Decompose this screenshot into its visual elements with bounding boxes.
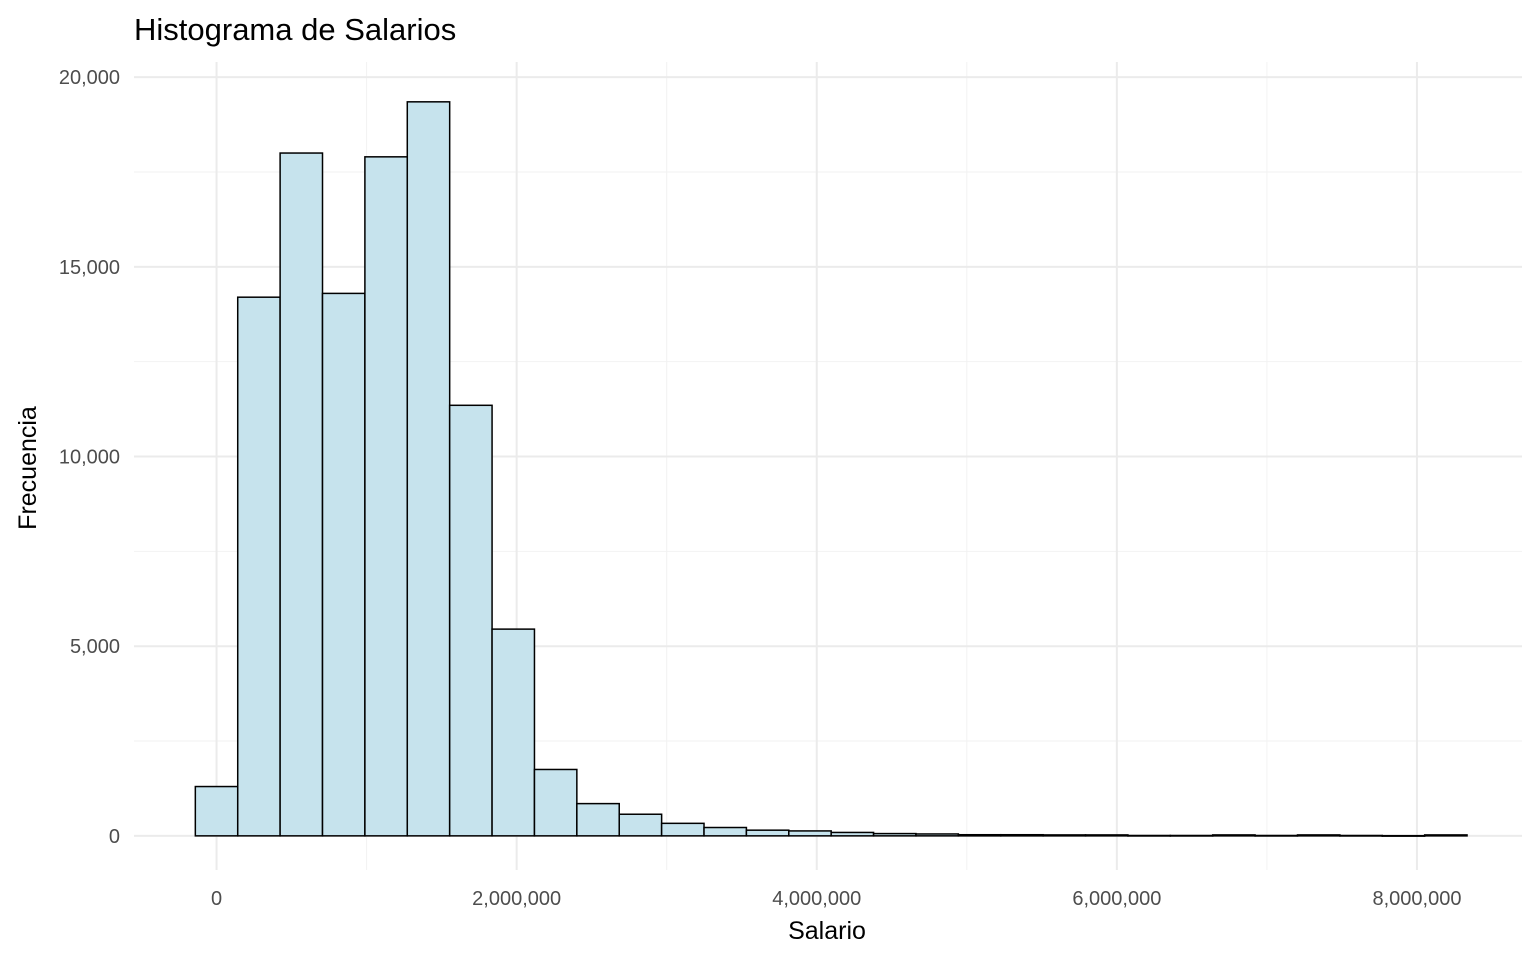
x-tick-label: 4,000,000 <box>772 888 861 910</box>
histogram-bar <box>321 292 366 837</box>
x-tick-label: 6,000,000 <box>1072 888 1161 910</box>
x-axis-title: Salario <box>788 917 866 945</box>
histogram-bar <box>1254 834 1299 837</box>
histogram-bar <box>448 404 493 837</box>
histogram-bar <box>745 829 790 837</box>
histogram-bar <box>1339 834 1384 837</box>
histogram-bar <box>872 832 917 837</box>
x-tick-label: 0 <box>211 888 222 910</box>
y-tick-label: 5,000 <box>70 636 120 658</box>
histogram-bar <box>236 296 281 837</box>
bars-layer <box>194 101 1468 837</box>
histogram-bar <box>660 822 705 837</box>
histogram-bar <box>703 826 748 837</box>
histogram-bar <box>533 768 578 837</box>
chart-title: Histograma de Salarios <box>134 12 456 47</box>
histogram-bar <box>1211 834 1256 837</box>
x-tick-label: 8,000,000 <box>1372 888 1461 910</box>
histogram-bar <box>1084 834 1129 837</box>
x-tick-labels: 0 2,000,000 4,000,000 6,000,000 8,000,000 <box>211 888 1461 910</box>
histogram-bar <box>1042 834 1087 837</box>
y-tick-label: 0 <box>109 826 120 848</box>
histogram-bar <box>279 152 324 837</box>
histogram-bar <box>830 831 875 837</box>
x-tick-label: 2,000,000 <box>472 888 561 910</box>
histogram-bar <box>364 156 409 837</box>
histogram-bar <box>999 833 1044 837</box>
histogram-bar <box>1423 834 1468 837</box>
histogram-bar <box>788 830 832 837</box>
y-tick-label: 15,000 <box>59 257 120 279</box>
y-tick-label: 20,000 <box>59 67 120 89</box>
y-tick-labels: 0 5,000 10,000 15,000 20,000 <box>59 67 120 848</box>
histogram-bar <box>1127 834 1172 837</box>
histogram-bar <box>1381 834 1426 837</box>
histogram-bar <box>915 833 960 837</box>
histogram-bar <box>576 802 620 837</box>
histogram-bar <box>957 833 1002 837</box>
histogram-bar <box>406 101 451 837</box>
histogram-bar <box>1169 834 1214 837</box>
histogram-bar <box>194 785 239 837</box>
y-axis-title: Frecuencia <box>14 406 42 530</box>
histogram-bar <box>491 628 536 837</box>
histogram-bar <box>618 813 663 837</box>
y-tick-label: 10,000 <box>59 447 120 469</box>
histogram-bar <box>1296 834 1341 837</box>
